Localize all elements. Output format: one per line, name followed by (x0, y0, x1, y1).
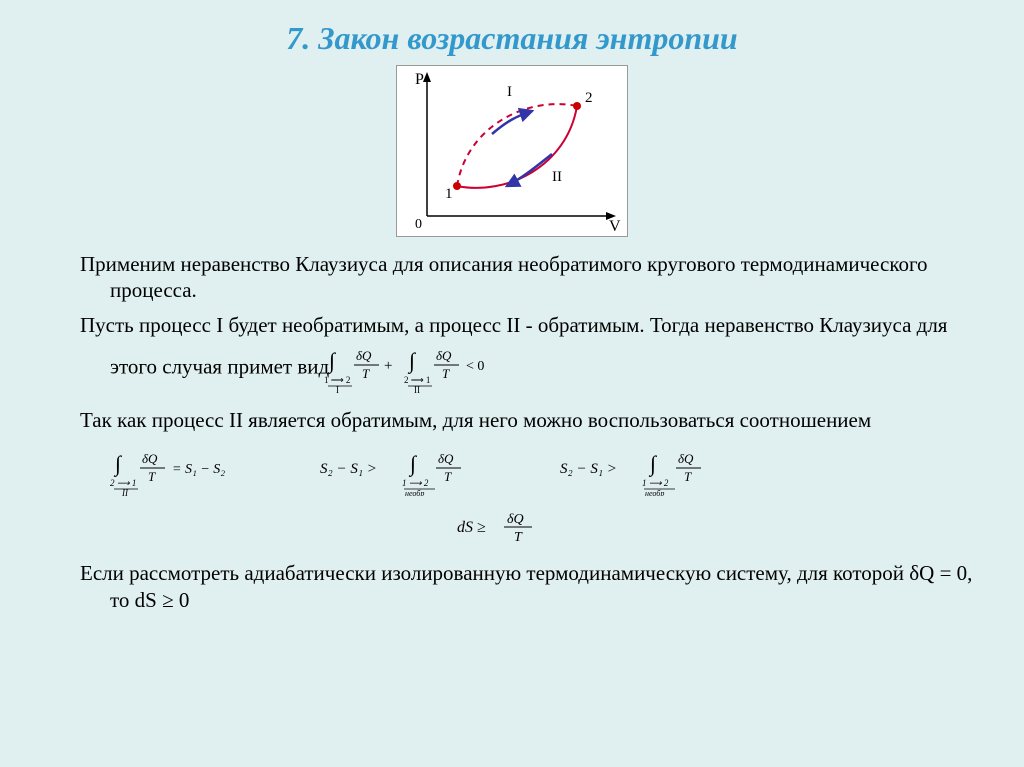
arrow-process-2 (507, 154, 552, 186)
diagram-container: P V 0 1 (50, 65, 974, 241)
svg-text:S₂ − S₁ >: S₂ − S₁ > (320, 461, 377, 477)
svg-text:T: T (684, 469, 692, 484)
paragraph-3: Так как процесс II является обратимым, д… (80, 407, 974, 433)
svg-text:2 ⟶ 1: 2 ⟶ 1 (404, 375, 430, 385)
equation-3: S₂ − S₁ > ∫ 1 ⟶ 2 необр δQ T (320, 441, 520, 501)
point-2 (573, 102, 581, 110)
equation-row: ∫ 2 ⟶ 1 II δQ T = S₁ − S₂ S₂ − S₁ > ∫ 1 … (110, 441, 974, 501)
svg-text:2 ⟶ 1: 2 ⟶ 1 (110, 478, 136, 488)
svg-text:T: T (444, 469, 452, 484)
svg-text:II: II (121, 488, 129, 496)
svg-text:∫: ∫ (407, 348, 417, 374)
svg-text:1 ⟶ 2: 1 ⟶ 2 (402, 478, 429, 488)
svg-text:необр: необр (405, 489, 424, 496)
svg-text:1 ⟶ 2: 1 ⟶ 2 (642, 478, 669, 488)
axis-label-v: V (609, 218, 621, 235)
equation-2: ∫ 2 ⟶ 1 II δQ T = S₁ − S₂ (110, 441, 280, 501)
svg-text:S₂ − S₁ >: S₂ − S₁ > (560, 461, 617, 477)
svg-text:I: I (336, 385, 339, 393)
label-process-1: I (507, 84, 512, 100)
svg-text:< 0: < 0 (466, 359, 484, 374)
paragraph-1: Применим неравенство Клаузиуса для описа… (80, 251, 974, 304)
pv-diagram: P V 0 1 (396, 65, 628, 237)
svg-text:T: T (148, 469, 156, 484)
pv-diagram-svg: P V 0 1 (397, 66, 627, 236)
slide-title: 7. Закон возрастания энтропии (50, 20, 974, 57)
svg-text:δQ: δQ (438, 451, 454, 466)
svg-text:II: II (414, 385, 420, 393)
svg-text:δQ: δQ (507, 512, 524, 527)
svg-text:dS ≥: dS ≥ (457, 519, 486, 536)
svg-text:∫: ∫ (113, 451, 123, 477)
point-2-label: 2 (585, 90, 593, 106)
svg-text:δQ: δQ (142, 451, 158, 466)
svg-text:∫: ∫ (327, 348, 337, 374)
svg-text:∫: ∫ (648, 451, 658, 477)
svg-text:δQ: δQ (678, 451, 694, 466)
label-process-2: II (552, 169, 562, 185)
equation-1: ∫ 1 ⟶ 2 I δQ T + ∫ 2 ⟶ 1 II δQ T < 0 (354, 338, 554, 399)
axis-origin: 0 (415, 217, 422, 232)
svg-text:необр: необр (645, 489, 664, 496)
paragraph-4: Если рассмотреть адиабатически изолирова… (80, 560, 974, 613)
slide: 7. Закон возрастания энтропии P V 0 (0, 0, 1024, 641)
point-1-label: 1 (445, 186, 453, 202)
svg-text:T: T (514, 530, 523, 545)
svg-text:1 ⟶ 2: 1 ⟶ 2 (324, 375, 350, 385)
svg-text:T: T (442, 366, 450, 381)
svg-text:T: T (362, 366, 370, 381)
axis-label-p: P (415, 71, 424, 88)
equation-5: dS ≥ δQ T (50, 507, 974, 552)
svg-text:= S₁ − S₂: = S₁ − S₂ (172, 462, 225, 477)
paragraph-2: Пусть процесс I будет необратимым, а про… (80, 312, 974, 400)
svg-text:∫: ∫ (408, 451, 418, 477)
svg-text:+: + (384, 358, 392, 374)
svg-text:δQ: δQ (356, 348, 372, 363)
equation-4: S₂ − S₁ > ∫ 1 ⟶ 2 необр δQ T (560, 441, 760, 501)
point-1 (453, 182, 461, 190)
svg-text:δQ: δQ (436, 348, 452, 363)
